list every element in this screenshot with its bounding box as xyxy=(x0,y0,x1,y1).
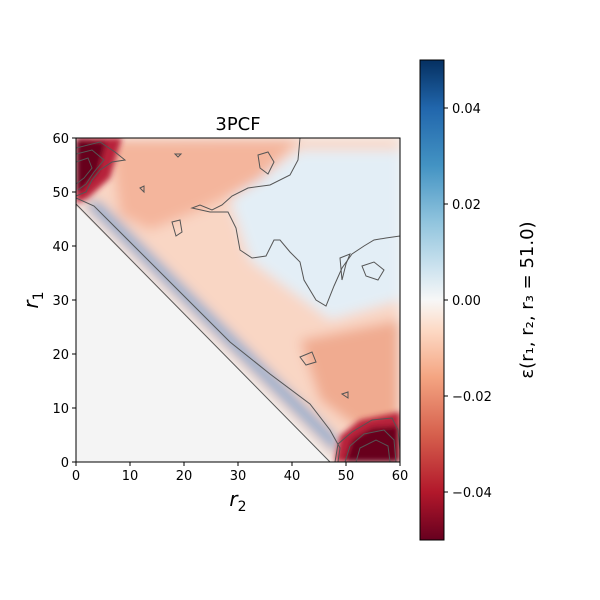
contour-zero-line-upper xyxy=(190,138,400,307)
contour-diagonal-upper xyxy=(76,197,341,462)
y-axis: 0 10 20 30 40 50 60 xyxy=(52,132,76,471)
y-axis-label-main: r xyxy=(19,299,43,309)
x-axis-label: r2 xyxy=(229,487,246,515)
contour-small-loop-5 xyxy=(299,351,317,366)
colorbar-tick-label: 0.02 xyxy=(452,198,481,213)
x-tick-label: 40 xyxy=(284,469,301,484)
contour-red-topleft xyxy=(76,141,127,197)
x-tick-label: 30 xyxy=(230,469,247,484)
y-axis-label-subscript: 1 xyxy=(31,291,47,300)
contour-small-loop-3 xyxy=(339,253,351,281)
contour-red-bottomright xyxy=(334,417,400,462)
contour-small-loop-2 xyxy=(171,219,183,237)
contour-small-loop-1 xyxy=(257,151,275,175)
x-tick-label: 60 xyxy=(392,469,409,484)
heatmap-diagonal-band xyxy=(84,202,338,454)
y-tick-label: 0 xyxy=(61,456,69,471)
heatmap-light-red-upper xyxy=(110,138,300,230)
heatmap-field xyxy=(76,138,400,462)
colorbar xyxy=(419,59,445,541)
contour-red-bottomright-2 xyxy=(344,429,397,462)
x-axis-label-main: r xyxy=(229,487,239,511)
colorbar-tick-label: 0.04 xyxy=(452,102,481,117)
heatmap-blue-region xyxy=(230,150,400,320)
x-tick-label: 20 xyxy=(176,469,193,484)
x-tick-label: 10 xyxy=(122,469,139,484)
y-tick-label: 40 xyxy=(52,240,69,255)
contour-lines xyxy=(76,138,400,462)
colorbar-tick-label: −0.04 xyxy=(452,486,492,501)
y-tick-label: 10 xyxy=(52,402,69,417)
colorbar-tick-label: 0.00 xyxy=(452,294,481,309)
contour-red-bottomright-3 xyxy=(355,439,391,462)
contour-small-loop-6 xyxy=(340,391,349,399)
y-axis-label: r1 xyxy=(19,291,47,308)
chart-title: 3PCF xyxy=(215,114,260,135)
x-axis: 0 10 20 30 40 50 60 xyxy=(72,462,408,484)
colorbar-ticks: 0.04 0.02 0.00 −0.02 −0.04 xyxy=(444,102,492,501)
contour-red-topleft-2 xyxy=(76,149,105,191)
heatmap-corners xyxy=(76,138,400,462)
y-tick-label: 60 xyxy=(52,132,69,147)
contour-diagonal-lower xyxy=(76,203,331,462)
y-tick-label: 20 xyxy=(52,348,69,363)
contour-small-loop-7 xyxy=(139,185,145,194)
y-tick-label: 50 xyxy=(52,186,69,201)
x-tick-label: 50 xyxy=(338,469,355,484)
contour-small-loop-8 xyxy=(173,153,183,158)
contour-small-loop-4 xyxy=(361,261,385,281)
x-tick-label: 0 xyxy=(72,469,80,484)
x-axis-label-subscript: 2 xyxy=(238,499,247,515)
contour-red-topleft-3 xyxy=(76,157,93,185)
heatmap-light-red-right xyxy=(300,320,400,440)
colorbar-label: ε(r₁, r₂, r₃ = 51.0) xyxy=(517,221,538,378)
heatmap-plot-area xyxy=(76,138,400,462)
colorbar-tick-label: −0.02 xyxy=(452,390,492,405)
y-tick-label: 30 xyxy=(52,294,69,309)
